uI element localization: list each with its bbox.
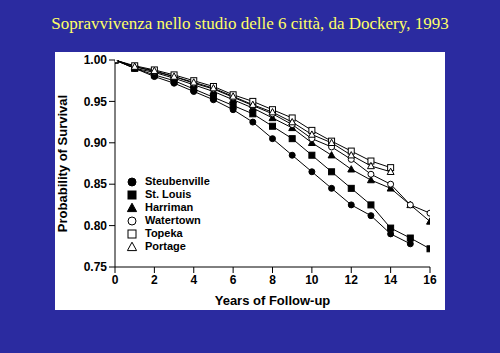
html-text:Sopravvivenza nello studio del: Sopravvivenza nello studio delle 6 città… xyxy=(51,14,449,33)
svg-text:16: 16 xyxy=(423,273,437,287)
svg-text:Probability of Survival: Probability of Survival xyxy=(55,95,70,232)
svg-text:0.85: 0.85 xyxy=(84,177,108,191)
svg-text:4: 4 xyxy=(190,273,197,287)
html-text:Steubenville: Steubenville xyxy=(145,175,210,187)
html-text:Topeka: Topeka xyxy=(145,227,183,239)
html-text:Harriman: Harriman xyxy=(145,201,194,213)
svg-text:10: 10 xyxy=(305,273,319,287)
svg-text:0.80: 0.80 xyxy=(84,219,108,233)
svg-text:1.00: 1.00 xyxy=(84,53,108,67)
svg-text:0.75: 0.75 xyxy=(84,260,108,274)
svg-text:6: 6 xyxy=(230,273,237,287)
html-text:St. Louis: St. Louis xyxy=(145,188,192,200)
html-text:Watertown: Watertown xyxy=(145,214,201,226)
svg-text:12: 12 xyxy=(345,273,359,287)
svg-text:8: 8 xyxy=(269,273,276,287)
svg-text:14: 14 xyxy=(384,273,398,287)
svg-text:Years of Follow-up: Years of Follow-up xyxy=(215,293,331,308)
svg-text:0: 0 xyxy=(112,273,119,287)
svg-text:0.90: 0.90 xyxy=(84,136,108,150)
html-text:Portage: Portage xyxy=(145,240,186,252)
svg-text:2: 2 xyxy=(151,273,158,287)
svg-text:0.95: 0.95 xyxy=(84,95,108,109)
